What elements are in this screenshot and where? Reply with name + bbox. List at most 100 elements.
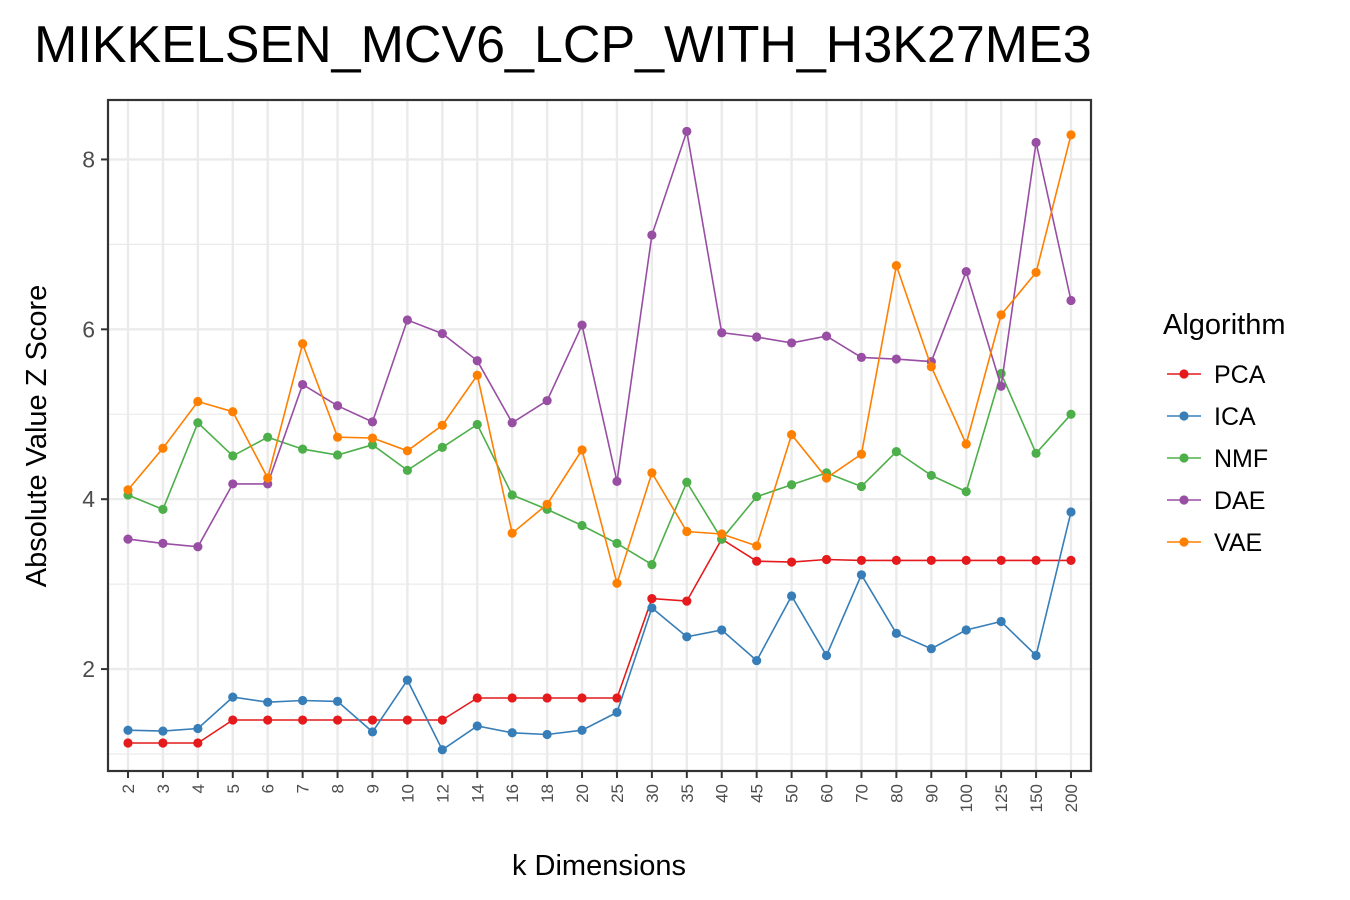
- data-point-dae: [821, 331, 832, 341]
- data-point-ica: [996, 616, 1006, 627]
- data-point-dae: [1066, 295, 1076, 306]
- data-point-ica: [717, 625, 727, 635]
- data-point-ica: [332, 696, 343, 706]
- data-point-vae: [926, 362, 936, 372]
- data-point-dae: [647, 230, 657, 240]
- data-point-dae: [1031, 137, 1041, 148]
- data-point-vae: [961, 439, 971, 449]
- data-point-pca: [891, 555, 901, 565]
- data-point-ica: [193, 723, 203, 734]
- x-tick-label: 150: [1027, 784, 1046, 812]
- legend-item-dae: DAE: [1167, 487, 1265, 515]
- data-point-ica: [472, 721, 482, 731]
- data-point-nmf: [367, 440, 378, 450]
- data-point-pca: [856, 555, 867, 565]
- data-point-ica: [1031, 650, 1041, 661]
- x-tick-label: 20: [573, 784, 592, 803]
- data-point-vae: [402, 446, 413, 456]
- data-point-vae: [577, 445, 587, 455]
- data-point-vae: [647, 468, 657, 478]
- legend-label: DAE: [1214, 487, 1265, 515]
- data-point-dae: [786, 338, 797, 348]
- data-point-vae: [612, 578, 622, 588]
- data-point-ica: [612, 707, 622, 717]
- data-point-pca: [682, 596, 692, 606]
- series-line-vae: [127, 134, 1072, 587]
- data-point-ica: [298, 695, 308, 706]
- y-tick-label: 8: [82, 146, 95, 172]
- data-point-nmf: [647, 560, 657, 570]
- data-point-ica: [228, 692, 238, 702]
- x-tick-label: 40: [713, 784, 732, 803]
- x-tick-label: 90: [922, 784, 941, 803]
- data-point-dae: [682, 126, 692, 137]
- data-point-vae: [228, 407, 238, 417]
- data-point-dae: [123, 534, 133, 544]
- legend-label: VAE: [1214, 529, 1262, 557]
- x-tick-label: 25: [608, 784, 627, 803]
- data-point-ica: [263, 697, 273, 707]
- data-point-pca: [193, 738, 203, 748]
- series-ica: [123, 507, 1076, 755]
- legend-key-point: [1179, 495, 1189, 505]
- data-point-dae: [332, 401, 343, 411]
- data-point-vae: [1031, 267, 1041, 278]
- data-point-ica: [158, 726, 168, 736]
- data-point-dae: [542, 396, 552, 406]
- data-point-ica: [752, 655, 762, 666]
- data-point-vae: [123, 485, 133, 495]
- data-point-ica: [926, 644, 936, 654]
- plot-background: [108, 100, 1091, 771]
- series-line-nmf: [127, 371, 1072, 566]
- data-point-dae: [228, 479, 238, 489]
- data-point-nmf: [577, 520, 587, 531]
- series-vae: [123, 130, 1076, 588]
- legend-key-point: [1179, 453, 1189, 463]
- data-point-nmf: [752, 492, 762, 502]
- data-point-dae: [298, 379, 308, 390]
- x-tick-label: 4: [189, 784, 208, 793]
- data-point-nmf: [926, 470, 936, 481]
- data-point-pca: [1066, 555, 1076, 565]
- x-tick-label: 70: [852, 784, 871, 803]
- data-point-ica: [1066, 507, 1076, 517]
- x-tick-label: 14: [468, 784, 487, 803]
- data-point-dae: [612, 476, 622, 486]
- data-point-pca: [123, 738, 133, 748]
- legend-key-point: [1179, 537, 1189, 547]
- data-point-nmf: [682, 477, 692, 487]
- data-point-dae: [507, 418, 517, 428]
- data-point-nmf: [437, 442, 447, 452]
- data-point-pca: [961, 555, 971, 565]
- x-tick-label: 45: [748, 784, 767, 803]
- data-point-ica: [891, 628, 901, 639]
- data-point-nmf: [298, 444, 308, 454]
- legend-item-vae: VAE: [1167, 529, 1262, 557]
- data-point-pca: [507, 693, 517, 703]
- x-tick-label: 10: [398, 784, 417, 803]
- data-point-dae: [437, 328, 447, 339]
- data-point-dae: [402, 315, 413, 325]
- y-axis-title: Absolute Value Z Score: [21, 285, 53, 588]
- data-point-vae: [437, 420, 447, 430]
- data-point-pca: [577, 693, 587, 703]
- data-point-pca: [472, 693, 482, 703]
- data-point-vae: [752, 541, 762, 551]
- data-point-vae: [507, 528, 517, 538]
- series-line-pca: [128, 537, 1071, 744]
- data-point-vae: [367, 433, 378, 443]
- x-tick-label: 16: [503, 784, 522, 803]
- data-point-nmf: [263, 432, 273, 442]
- plot-panel: [108, 100, 1091, 771]
- data-point-nmf: [612, 538, 622, 548]
- x-tick-label: 5: [224, 784, 243, 793]
- x-tick-label: 8: [329, 784, 348, 793]
- data-point-nmf: [158, 504, 168, 514]
- data-point-pca: [647, 593, 657, 604]
- x-tick-label: 30: [643, 784, 662, 803]
- x-tick-label: 6: [259, 784, 278, 793]
- data-point-vae: [193, 396, 203, 407]
- plot-border: [106, 98, 1093, 773]
